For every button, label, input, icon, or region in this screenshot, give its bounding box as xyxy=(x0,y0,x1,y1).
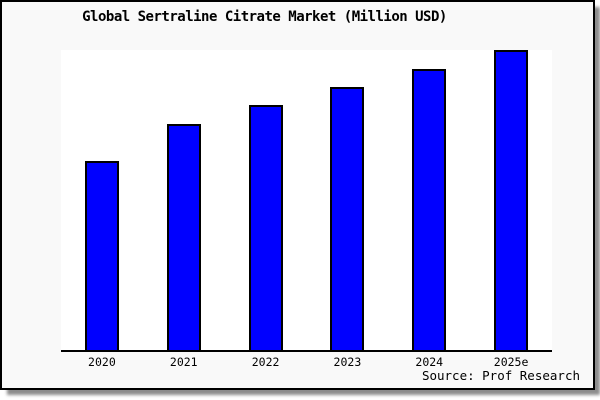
plot-area xyxy=(61,50,552,352)
x-tick-label-2024: 2024 xyxy=(415,355,444,369)
chart-title: Global Sertraline Citrate Market (Millio… xyxy=(82,9,447,25)
x-tick-label-2020: 2020 xyxy=(88,355,116,369)
bar-2020 xyxy=(85,161,119,350)
x-axis-labels: 2020 2021 2022 2023 2024 2025e xyxy=(2,355,593,369)
x-tick-label-2025e: 2025e xyxy=(493,355,529,369)
bar-2022 xyxy=(249,105,283,350)
bar-2021 xyxy=(167,124,201,350)
chart-frame: Global Sertraline Citrate Market (Millio… xyxy=(0,0,595,390)
source-note: Source: Prof Research xyxy=(421,368,580,383)
bar-2023 xyxy=(330,87,364,350)
bar-2024 xyxy=(412,69,446,350)
bar-2025e xyxy=(494,50,528,350)
x-tick-label-2021: 2021 xyxy=(169,355,198,369)
x-tick-label-2022: 2022 xyxy=(251,355,280,369)
x-tick-label-2023: 2023 xyxy=(333,355,362,369)
